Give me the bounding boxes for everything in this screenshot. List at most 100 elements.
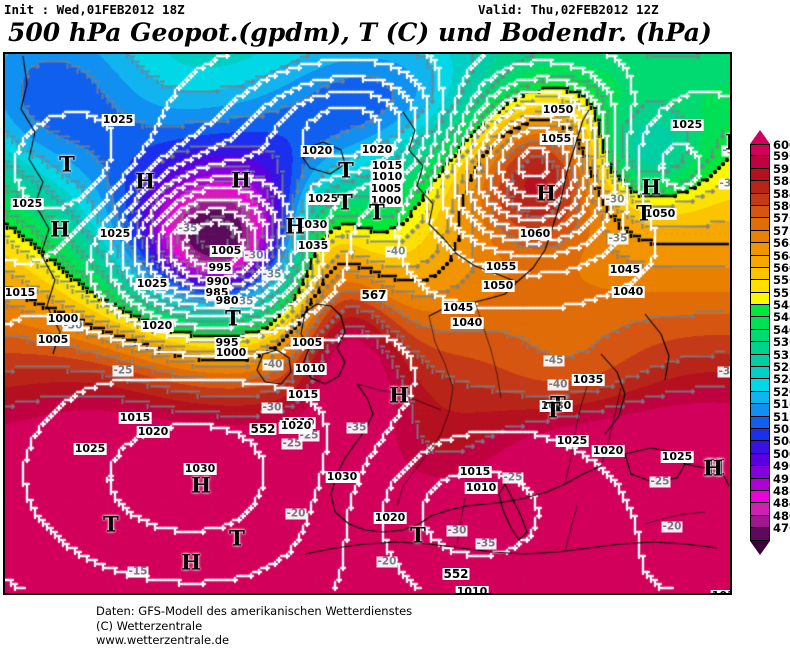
isotherm-label: -25 xyxy=(502,471,524,484)
legend-color-cell: 552 xyxy=(750,287,790,306)
high-pressure-marker: H xyxy=(705,454,725,480)
isobar-label: 1025 xyxy=(73,442,107,455)
isobar-label: 1045 xyxy=(608,263,642,276)
isobar-label: 1015 xyxy=(118,411,152,424)
isobar-label: 1005 xyxy=(209,244,243,257)
isobar-label: 1025 xyxy=(660,450,694,463)
legend-tick-label: 520 xyxy=(773,384,790,399)
legend-color-cell: 476 xyxy=(750,522,790,541)
isotherm-label: -15 xyxy=(127,565,149,578)
high-pressure-marker: H xyxy=(135,168,155,194)
legend-color-cell: 576 xyxy=(750,213,790,231)
high-pressure-marker: H xyxy=(641,174,661,200)
high-pressure-marker: H xyxy=(191,472,211,498)
legend-color-cell: 520 xyxy=(750,386,790,405)
valid-time-text: Valid: Thu,02FEB2012 12Z xyxy=(478,2,659,17)
legend-color-cell: 564 xyxy=(750,250,790,268)
isotherm-label: -20 xyxy=(661,520,683,533)
legend-tick-label: 528 xyxy=(773,360,790,375)
legend-tick-label: 536 xyxy=(773,335,790,350)
legend-tick-label: 560 xyxy=(773,260,790,275)
isobar-label: 1025 xyxy=(306,192,340,205)
isobar-label: 1015 xyxy=(370,159,404,172)
isobar-label: 1040 xyxy=(450,316,484,329)
high-pressure-marker: H xyxy=(285,213,305,239)
isobar-label: 1020 xyxy=(136,425,170,438)
isotherm-label: -40 xyxy=(385,245,407,258)
legend-tick-label: 500 xyxy=(773,446,790,461)
legend-tick-label: 512 xyxy=(773,409,790,424)
legend-tick-label: 588 xyxy=(773,174,790,189)
legend-tick-label: 596 xyxy=(773,149,790,164)
legend-tick-label: 580 xyxy=(773,198,790,213)
isobar-label: 1005 xyxy=(369,182,403,195)
legend-tick-label: 584 xyxy=(773,186,790,201)
legend-tick-label: 516 xyxy=(773,397,790,412)
legend-tick-label: 524 xyxy=(773,372,790,387)
legend-tick-label: 556 xyxy=(773,273,790,288)
map-raster-canvas xyxy=(5,54,730,593)
isobar-label: 980 xyxy=(214,294,240,307)
legend-tick-label: 476 xyxy=(773,521,790,536)
isotherm-label: -20 xyxy=(376,555,398,568)
isobar-label: 1050 xyxy=(643,207,677,220)
legend-tick-label: 508 xyxy=(773,421,790,436)
legend-tick-label: 544 xyxy=(773,310,790,325)
isobar-label: 1010 xyxy=(293,362,327,375)
high-pressure-marker: H xyxy=(536,180,556,206)
isobar-label: 1030 xyxy=(183,462,217,475)
low-pressure-marker: T xyxy=(59,151,75,177)
geopotential-contour-label: 552 xyxy=(442,567,470,581)
legend-color-cell: 548 xyxy=(750,299,790,318)
legend-color-cell: 544 xyxy=(750,312,790,330)
legend-color-cell: 540 xyxy=(750,324,790,343)
isotherm-label: -35 xyxy=(475,537,497,550)
legend-tick-label: 572 xyxy=(773,223,790,238)
legend-color-cell: 504 xyxy=(750,436,790,454)
legend-color-cell: 532 xyxy=(750,349,790,368)
isobar-label: 1005 xyxy=(36,333,70,346)
geopotential-contour-label: 567 xyxy=(360,288,388,302)
legend-bottom-arrow xyxy=(750,540,770,555)
isobar-label: 1025 xyxy=(101,113,135,126)
isotherm-label: -35 xyxy=(607,232,629,245)
legend-tick-label: 576 xyxy=(773,211,790,226)
isobar-label: 1020 xyxy=(279,419,313,432)
legend-color-cell: 496 xyxy=(750,460,790,479)
legend-color-cell: 488 xyxy=(750,485,790,504)
geopotential-contour-label: 552 xyxy=(249,422,277,436)
isotherm-label: -25 xyxy=(298,429,320,442)
isobar-label: 1020 xyxy=(373,511,407,524)
isobar-label: 1010 xyxy=(710,590,730,593)
legend-color-cell: 572 xyxy=(750,225,790,244)
isobar-label: 1055 xyxy=(539,132,573,145)
isobar-label: 1030 xyxy=(325,470,359,483)
legend-tick-label: 532 xyxy=(773,347,790,362)
isotherm-label: -40 xyxy=(547,378,569,391)
low-pressure-marker: T xyxy=(636,200,652,226)
legend-color-cell: 528 xyxy=(750,361,790,380)
init-time-text: Init : Wed,01FEB2012 18Z xyxy=(4,2,185,17)
legend-top-arrow xyxy=(750,130,770,144)
isobar-label: 990 xyxy=(205,275,231,288)
high-pressure-marker: H xyxy=(231,167,251,193)
weather-map[interactable]: -35 -30 -25 -40 -30 -25 -20 -20 -15 -35 -30 -35 -40 -… xyxy=(3,52,732,595)
legend-color-cell: 480 xyxy=(750,510,790,529)
legend-color-cell: 524 xyxy=(750,374,790,392)
legend-tick-label: 540 xyxy=(773,322,790,337)
high-pressure-marker: H xyxy=(181,549,201,575)
credits-line-2: (C) Wetterzentrale xyxy=(96,618,203,633)
legend-color-cell: 492 xyxy=(750,473,790,491)
legend-color-cell: 536 xyxy=(750,337,790,355)
low-pressure-marker: T xyxy=(225,305,241,331)
isobar-label: 1010 xyxy=(464,481,498,494)
low-pressure-marker: T xyxy=(338,157,354,183)
isobar-label: 1015 xyxy=(286,388,320,401)
isobar-label: 1000 xyxy=(214,346,248,359)
legend-tick-label: 568 xyxy=(773,236,790,251)
credits-line-1: Daten: GFS-Modell des amerikanischen Wet… xyxy=(96,604,413,618)
legend-tick-label: 488 xyxy=(773,483,790,498)
legend-color-cell: 592 xyxy=(750,163,790,182)
isobar-label: 1040 xyxy=(611,285,645,298)
isobar-label: 1050 xyxy=(481,279,515,292)
